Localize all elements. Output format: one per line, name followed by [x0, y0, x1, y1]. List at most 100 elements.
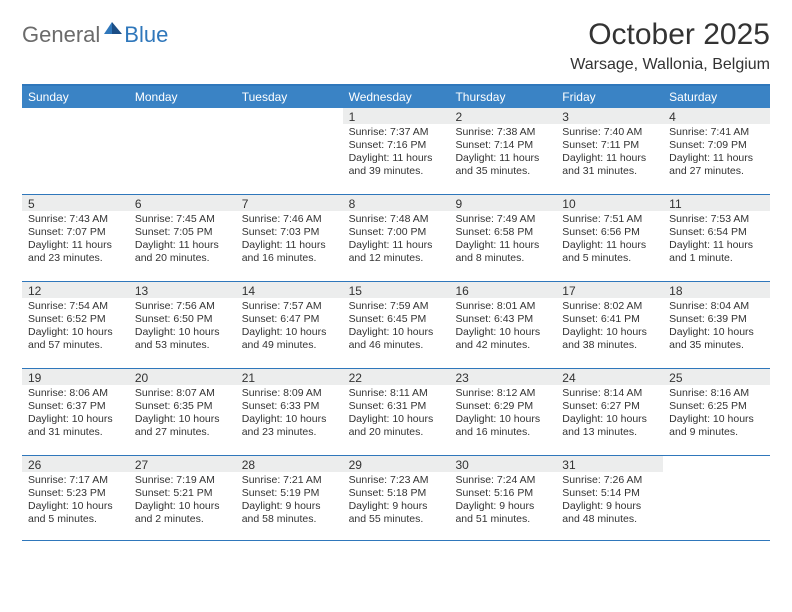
date-number: 16: [449, 282, 556, 298]
day-cell: 23Sunrise: 8:12 AMSunset: 6:29 PMDayligh…: [449, 369, 556, 455]
day-cell: 1Sunrise: 7:37 AMSunset: 7:16 PMDaylight…: [343, 108, 450, 194]
day-body: Sunrise: 8:14 AMSunset: 6:27 PMDaylight:…: [556, 385, 663, 444]
sunset-text: Sunset: 7:07 PM: [28, 226, 123, 239]
date-number: 20: [129, 369, 236, 385]
sunrise-text: Sunrise: 8:04 AM: [669, 300, 764, 313]
daylight-text: Daylight: 11 hours and 35 minutes.: [455, 152, 550, 178]
day-cell: 18 Sunrise: 8:04 AMSunset: 6:39 PMDayligh…: [663, 282, 770, 368]
day-cell: 25Sunrise: 8:16 AMSunset: 6:25 PMDayligh…: [663, 369, 770, 455]
day-body: Sunrise: 7:51 AMSunset: 6:56 PMDaylight:…: [556, 211, 663, 270]
day-body: Sunrise: 7:54 AMSunset: 6:52 PMDaylight:…: [22, 298, 129, 357]
sunrise-text: Sunrise: 7:41 AM: [669, 126, 764, 139]
day-body: Sunrise: 8:11 AMSunset: 6:31 PMDaylight:…: [343, 385, 450, 444]
date-number: 9: [449, 195, 556, 211]
date-number: 15: [343, 282, 450, 298]
brand-text-1: General: [22, 22, 100, 48]
sunset-text: Sunset: 7:16 PM: [349, 139, 444, 152]
day-cell: 2Sunrise: 7:38 AMSunset: 7:14 PMDaylight…: [449, 108, 556, 194]
day-body: Sunrise: 7:56 AMSunset: 6:50 PMDaylight:…: [129, 298, 236, 357]
daylight-text: Daylight: 9 hours and 51 minutes.: [455, 500, 550, 526]
sunset-text: Sunset: 5:19 PM: [242, 487, 337, 500]
date-number: 22: [343, 369, 450, 385]
daylight-text: Daylight: 10 hours and 5 minutes.: [28, 500, 123, 526]
day-body: Sunrise: 7:53 AMSunset: 6:54 PMDaylight:…: [663, 211, 770, 270]
daylight-text: Daylight: 10 hours and 49 minutes.: [242, 326, 337, 352]
day-cell: 6Sunrise: 7:45 AMSunset: 7:05 PMDaylight…: [129, 195, 236, 281]
day-body: Sunrise: 8:02 AMSunset: 6:41 PMDaylight:…: [556, 298, 663, 357]
date-number: 31: [556, 456, 663, 472]
date-number: 5: [22, 195, 129, 211]
day-body: Sunrise: 7:40 AMSunset: 7:11 PMDaylight:…: [556, 124, 663, 183]
day-body: Sunrise: 7:19 AMSunset: 5:21 PMDaylight:…: [129, 472, 236, 531]
sunset-text: Sunset: 6:50 PM: [135, 313, 230, 326]
daylight-text: Daylight: 10 hours and 42 minutes.: [455, 326, 550, 352]
date-number: 18: [663, 282, 770, 298]
date-number: 14: [236, 282, 343, 298]
day-body: Sunrise: 7:24 AMSunset: 5:16 PMDaylight:…: [449, 472, 556, 531]
day-header-sunday: Sunday: [22, 86, 129, 108]
sunset-text: Sunset: 5:14 PM: [562, 487, 657, 500]
day-cell: 30Sunrise: 7:24 AMSunset: 5:16 PMDayligh…: [449, 456, 556, 540]
sunrise-text: Sunrise: 7:38 AM: [455, 126, 550, 139]
day-cell: [663, 456, 770, 540]
page: General Blue October 2025 Warsage, Wallo…: [0, 0, 792, 612]
sunrise-text: Sunrise: 8:07 AM: [135, 387, 230, 400]
day-body: Sunrise: 7:17 AMSunset: 5:23 PMDaylight:…: [22, 472, 129, 531]
day-cell: 26Sunrise: 7:17 AMSunset: 5:23 PMDayligh…: [22, 456, 129, 540]
daylight-text: Daylight: 10 hours and 31 minutes.: [28, 413, 123, 439]
weeks-container: 1Sunrise: 7:37 AMSunset: 7:16 PMDaylight…: [22, 108, 770, 541]
daylight-text: Daylight: 10 hours and 16 minutes.: [455, 413, 550, 439]
date-number: 7: [236, 195, 343, 211]
sunrise-text: Sunrise: 7:48 AM: [349, 213, 444, 226]
daylight-text: Daylight: 10 hours and 53 minutes.: [135, 326, 230, 352]
sunset-text: Sunset: 7:11 PM: [562, 139, 657, 152]
sunrise-text: Sunrise: 8:01 AM: [455, 300, 550, 313]
date-number: 4: [663, 108, 770, 124]
date-number: 13: [129, 282, 236, 298]
date-number: 1: [343, 108, 450, 124]
day-body: Sunrise: 7:38 AMSunset: 7:14 PMDaylight:…: [449, 124, 556, 183]
day-cell: [236, 108, 343, 194]
daylight-text: Daylight: 10 hours and 38 minutes.: [562, 326, 657, 352]
date-number: 23: [449, 369, 556, 385]
sunset-text: Sunset: 6:33 PM: [242, 400, 337, 413]
daylight-text: Daylight: 11 hours and 27 minutes.: [669, 152, 764, 178]
date-number: 8: [343, 195, 450, 211]
daylight-text: Daylight: 10 hours and 35 minutes.: [669, 326, 764, 352]
day-cell: 11Sunrise: 7:53 AMSunset: 6:54 PMDayligh…: [663, 195, 770, 281]
daylight-text: Daylight: 11 hours and 20 minutes.: [135, 239, 230, 265]
day-body: Sunrise: 7:23 AMSunset: 5:18 PMDaylight:…: [343, 472, 450, 531]
sunset-text: Sunset: 6:39 PM: [669, 313, 764, 326]
day-body: Sunrise: 7:57 AMSunset: 6:47 PMDaylight:…: [236, 298, 343, 357]
sunrise-text: Sunrise: 7:57 AM: [242, 300, 337, 313]
sunrise-text: Sunrise: 7:51 AM: [562, 213, 657, 226]
date-number: 21: [236, 369, 343, 385]
day-cell: 29Sunrise: 7:23 AMSunset: 5:18 PMDayligh…: [343, 456, 450, 540]
day-cell: 19Sunrise: 8:06 AMSunset: 6:37 PMDayligh…: [22, 369, 129, 455]
day-cell: 9Sunrise: 7:49 AMSunset: 6:58 PMDaylight…: [449, 195, 556, 281]
date-number: 2: [449, 108, 556, 124]
date-number: 6: [129, 195, 236, 211]
date-number: 10: [556, 195, 663, 211]
day-body: Sunrise: 7:21 AMSunset: 5:19 PMDaylight:…: [236, 472, 343, 531]
date-number: 19: [22, 369, 129, 385]
day-cell: 10Sunrise: 7:51 AMSunset: 6:56 PMDayligh…: [556, 195, 663, 281]
day-body: Sunrise: 7:45 AMSunset: 7:05 PMDaylight:…: [129, 211, 236, 270]
daylight-text: Daylight: 11 hours and 5 minutes.: [562, 239, 657, 265]
sunrise-text: Sunrise: 8:12 AM: [455, 387, 550, 400]
day-body: Sunrise: 8:07 AMSunset: 6:35 PMDaylight:…: [129, 385, 236, 444]
daylight-text: Daylight: 10 hours and 2 minutes.: [135, 500, 230, 526]
date-number: [129, 108, 236, 124]
day-header-row: Sunday Monday Tuesday Wednesday Thursday…: [22, 86, 770, 108]
sunrise-text: Sunrise: 7:23 AM: [349, 474, 444, 487]
sunrise-text: Sunrise: 8:02 AM: [562, 300, 657, 313]
day-cell: 22Sunrise: 8:11 AMSunset: 6:31 PMDayligh…: [343, 369, 450, 455]
sunrise-text: Sunrise: 8:14 AM: [562, 387, 657, 400]
sunrise-text: Sunrise: 7:59 AM: [349, 300, 444, 313]
day-body: Sunrise: 7:41 AMSunset: 7:09 PMDaylight:…: [663, 124, 770, 183]
week-row: 26Sunrise: 7:17 AMSunset: 5:23 PMDayligh…: [22, 456, 770, 541]
sunset-text: Sunset: 7:03 PM: [242, 226, 337, 239]
sunset-text: Sunset: 6:52 PM: [28, 313, 123, 326]
daylight-text: Daylight: 9 hours and 48 minutes.: [562, 500, 657, 526]
date-number: [236, 108, 343, 124]
